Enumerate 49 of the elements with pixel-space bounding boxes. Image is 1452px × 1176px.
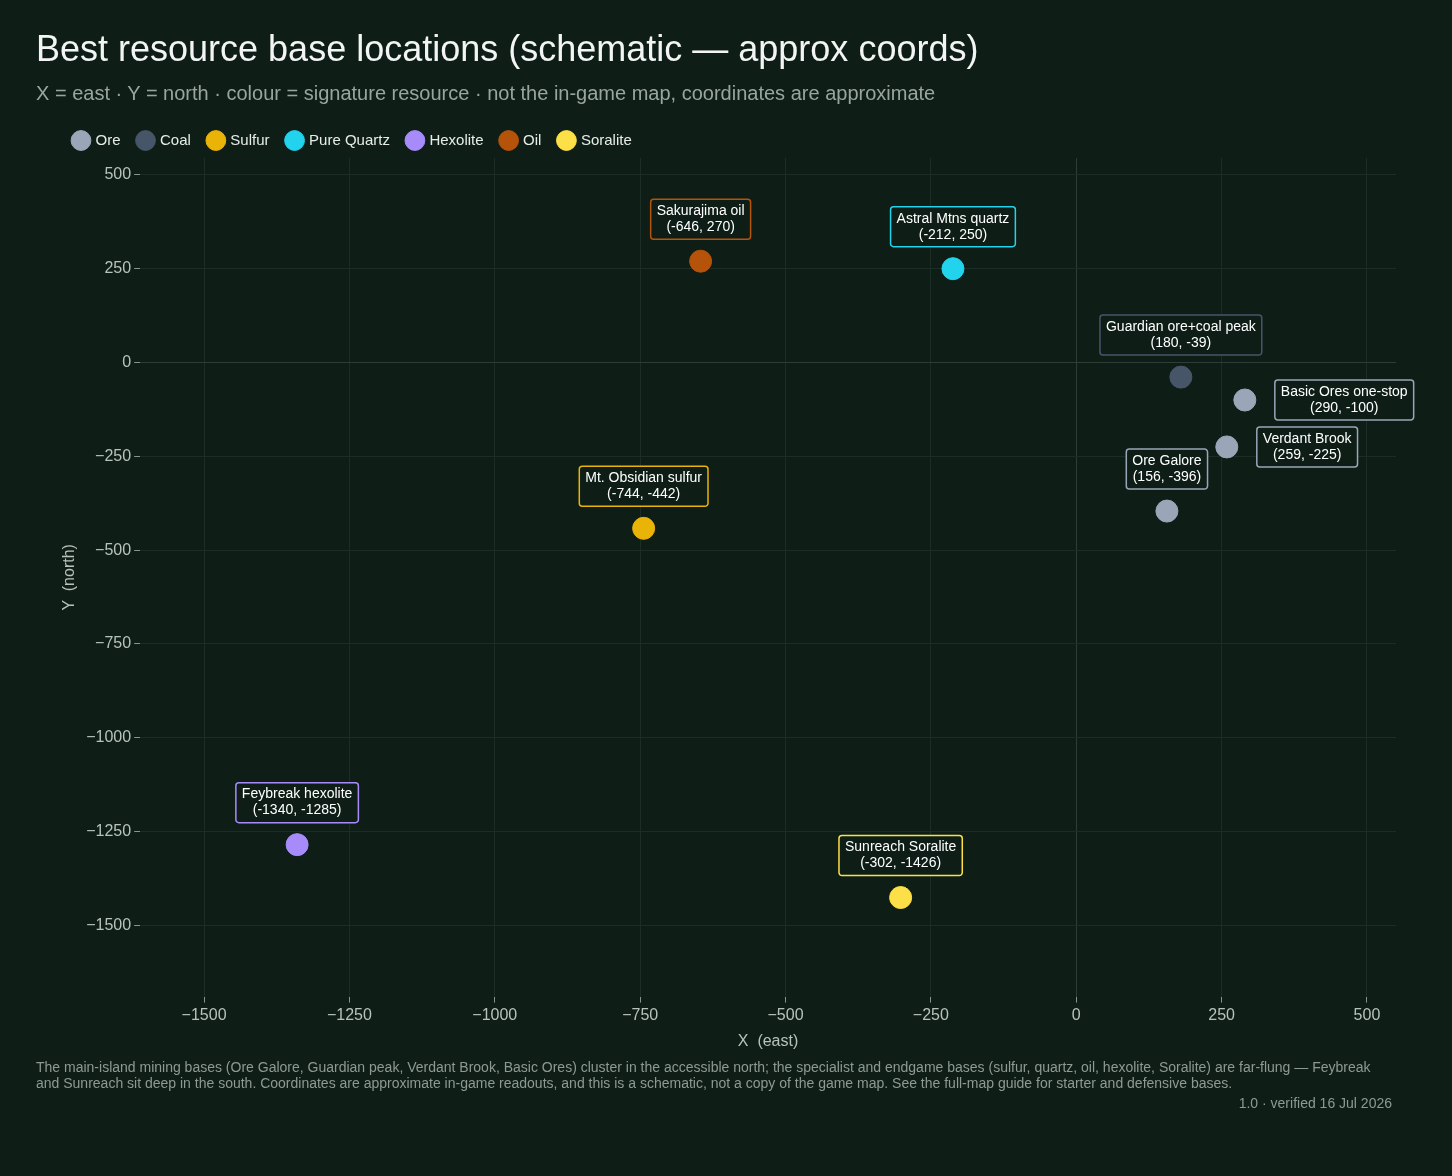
text: The main-island mining bases (Ore Galore, Guardian peak, Verdant Brook, Basic Ores) cluster in the accessible north; the specialist and endgame bases (sulfur, quartz, oil, hexolite, Soralite) are far-flung — Feybreak and Sunreach sit deep in the south. Coordinates are approximate in-game readouts, and this is a schematic, not a copy of the game map. See the full-map guide for starter and defensive bases. xyxy=(36,1059,1372,1091)
y-axis-title: Y (north) xyxy=(60,544,78,611)
y-tick-label: 250 xyxy=(104,259,132,277)
legend-label: Soralite xyxy=(580,130,632,148)
y-tick-label: 0 xyxy=(122,352,132,370)
legend-label: Ore xyxy=(95,130,121,148)
x-tick-label: 500 xyxy=(1353,1005,1381,1023)
legend-label: Oil xyxy=(523,130,542,148)
point xyxy=(1215,435,1239,459)
annotation: Sakurajima oil (-646, 270) xyxy=(656,202,745,235)
x-tick-label: 250 xyxy=(1208,1005,1236,1023)
legend-label: Coal xyxy=(160,130,191,148)
legend-label: Hexolite xyxy=(429,130,484,148)
point xyxy=(1169,365,1193,389)
x-tick-label: 0 xyxy=(1071,1005,1081,1023)
annotation: Guardian ore+coal peak (180, -39) xyxy=(1105,317,1257,350)
chart-subtitle: X = east · Y = north · colour = signature resource · not the in-game map, coordinates are approximate xyxy=(36,82,937,105)
point xyxy=(1155,499,1179,523)
annotation: Astral Mtns quartz (-212, 250) xyxy=(896,209,1010,242)
y-tick-label: −750 xyxy=(95,634,132,652)
annotation: Mt. Obsidian sulfur (-744, -442) xyxy=(585,469,703,502)
annotation: Verdant Brook (259, -225) xyxy=(1262,429,1353,462)
y-tick-label: −1250 xyxy=(86,821,132,839)
text: 1.0 · verified 16 Jul 2026 xyxy=(1237,1095,1393,1111)
annotation: Ore Galore (156, -396) xyxy=(1132,451,1202,484)
point xyxy=(689,249,713,273)
x-axis-title: X (east) xyxy=(737,1031,799,1049)
y-tick-label: −1000 xyxy=(86,728,132,746)
legend-label: Pure Quartz xyxy=(309,130,390,148)
y-tick-label: 500 xyxy=(104,165,132,183)
chart-title: Best resource base locations (schematic — approx coords) xyxy=(36,28,980,70)
point xyxy=(632,516,656,540)
y-tick-label: −500 xyxy=(95,540,132,558)
legend-label: Sulfur xyxy=(230,130,270,148)
point xyxy=(1233,388,1257,412)
point xyxy=(889,886,913,910)
annotation: Feybreak hexolite (-1340, -1285) xyxy=(241,785,353,818)
point xyxy=(285,833,309,857)
x-tick-label: −500 xyxy=(767,1005,804,1023)
y-tick-label: −250 xyxy=(95,446,132,464)
x-tick-label: −750 xyxy=(622,1005,659,1023)
annotation: Sunreach Soralite (-302, -1426) xyxy=(844,838,957,871)
x-tick-label: −1000 xyxy=(472,1005,518,1023)
x-tick-label: −1500 xyxy=(181,1005,227,1023)
x-tick-label: −250 xyxy=(912,1005,949,1023)
y-tick-label: −1500 xyxy=(86,915,132,933)
annotation: Basic Ores one-stop (290, -100) xyxy=(1280,382,1408,415)
x-tick-label: −1250 xyxy=(326,1005,373,1023)
point xyxy=(941,257,965,281)
